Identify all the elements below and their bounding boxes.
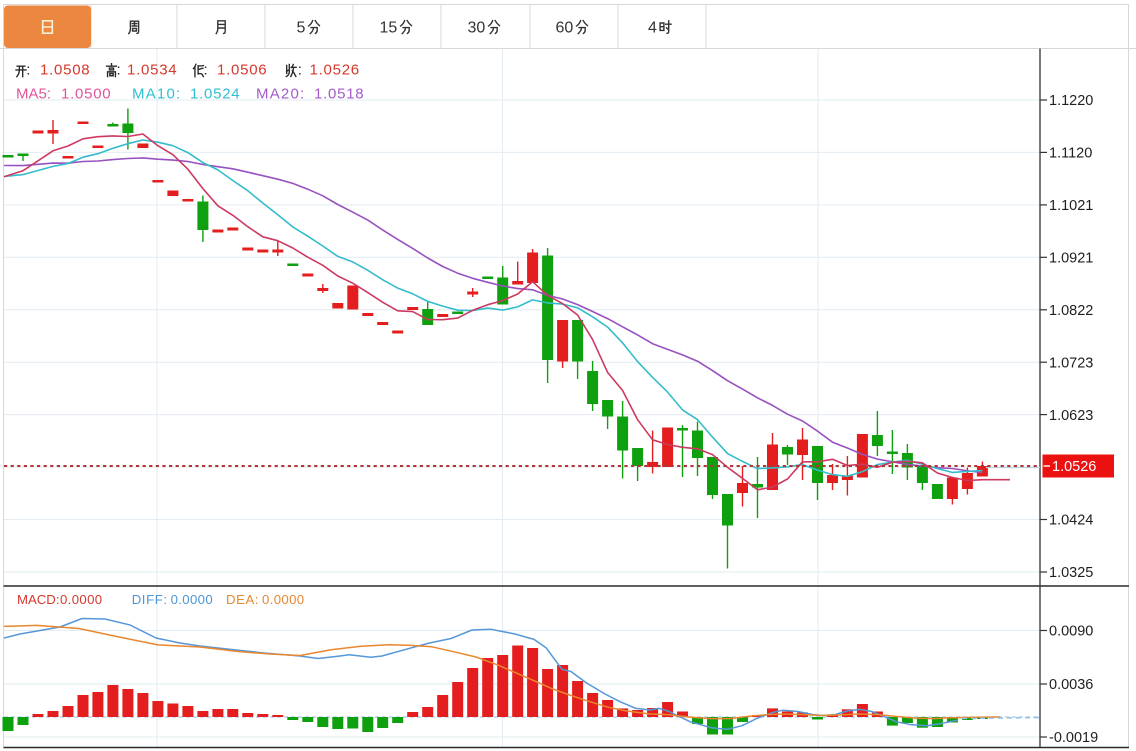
svg-text:MACD:: MACD: <box>17 592 60 607</box>
svg-text:1.0723: 1.0723 <box>1049 355 1093 371</box>
svg-text:1.0526: 1.0526 <box>1052 459 1096 475</box>
svg-text:1.1120: 1.1120 <box>1049 146 1092 162</box>
svg-text:60: 60 <box>556 20 574 37</box>
svg-text::: : <box>26 62 30 79</box>
svg-text:1.1021: 1.1021 <box>1049 198 1093 214</box>
svg-text:1.0623: 1.0623 <box>1049 408 1093 424</box>
svg-text:0.0090: 0.0090 <box>1049 624 1093 640</box>
svg-text:MA10:: MA10: <box>132 85 181 102</box>
svg-text::: : <box>204 62 208 79</box>
svg-text::: : <box>117 62 121 79</box>
svg-text:0.0036: 0.0036 <box>1049 677 1093 693</box>
svg-text:1.0524: 1.0524 <box>190 85 240 102</box>
svg-text:1.0526: 1.0526 <box>310 62 360 79</box>
svg-text:1.0500: 1.0500 <box>61 85 111 102</box>
svg-text:-0.0019: -0.0019 <box>1049 730 1098 746</box>
svg-text:DIFF:: DIFF: <box>132 592 168 607</box>
svg-text:1.0518: 1.0518 <box>314 85 364 102</box>
svg-text:DEA:: DEA: <box>226 592 259 607</box>
svg-text:0.0000: 0.0000 <box>262 592 304 607</box>
svg-text:1.0424: 1.0424 <box>1049 513 1093 529</box>
svg-text:5: 5 <box>297 20 306 37</box>
svg-text::: : <box>298 62 302 79</box>
svg-text:MA5:: MA5: <box>16 85 51 102</box>
svg-text:0.0000: 0.0000 <box>60 592 102 607</box>
svg-text:30: 30 <box>468 20 486 37</box>
svg-text:0.0000: 0.0000 <box>171 592 213 607</box>
svg-text:MA20:: MA20: <box>256 85 305 102</box>
svg-text:1.0508: 1.0508 <box>40 62 90 79</box>
svg-text:1.0921: 1.0921 <box>1049 251 1093 267</box>
svg-text:1.1220: 1.1220 <box>1049 93 1093 109</box>
svg-text:1.0506: 1.0506 <box>217 62 267 79</box>
svg-text:15: 15 <box>380 20 398 37</box>
svg-text:1.0822: 1.0822 <box>1049 303 1093 319</box>
svg-text:4: 4 <box>648 20 657 37</box>
svg-text:1.0325: 1.0325 <box>1049 565 1093 581</box>
svg-text:1.0534: 1.0534 <box>127 62 177 79</box>
